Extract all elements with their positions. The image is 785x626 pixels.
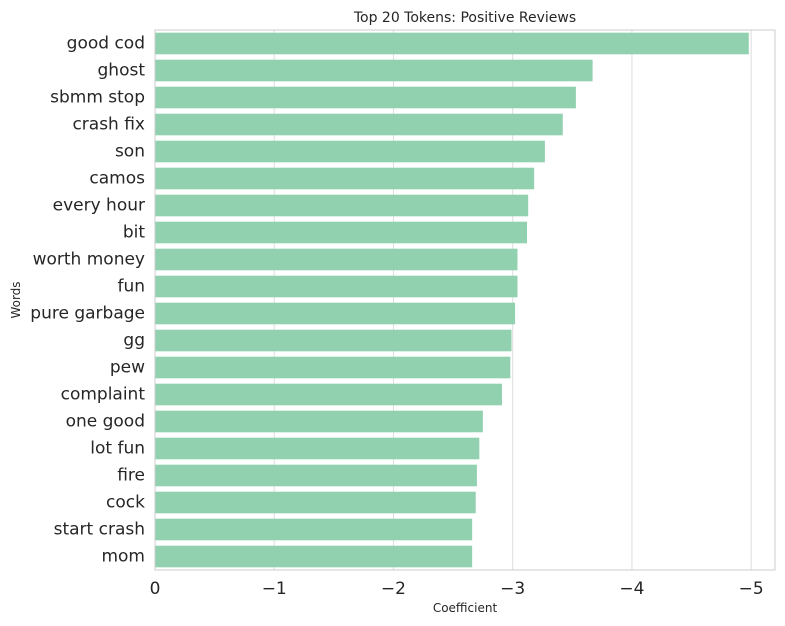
bar [155,275,518,298]
chart-title: Top 20 Tokens: Positive Reviews [353,10,576,26]
y-tick-label: lot fun [90,439,145,459]
x-tick-label: −5 [739,579,764,599]
bar [155,356,511,379]
bar [155,302,516,325]
y-tick-label: sbmm stop [50,88,145,108]
x-tick-label: −3 [500,579,525,599]
x-tick-labels: 0 −1 −2 −3 −4 −5 [150,579,764,599]
y-tick-label: every hour [53,196,145,216]
y-tick-label: fun [117,277,145,297]
bar [155,167,535,190]
bar [155,491,476,514]
bar [155,383,502,406]
y-tick-label: bit [123,223,146,243]
plot-frame [154,29,776,571]
bar [155,59,593,82]
bar [155,194,529,217]
y-tick-label: pew [110,358,145,378]
x-tick-label: −4 [619,579,644,599]
bar [155,437,480,460]
y-tick-label: camos [89,169,145,189]
bar [155,518,473,541]
y-tick-label: crash fix [72,115,145,135]
bar [155,140,545,163]
grid-lines [154,30,752,570]
y-tick-label: fire [117,466,145,486]
y-tick-label: one good [66,412,145,432]
y-tick-label: pure garbage [30,304,145,324]
y-axis-label: Words [9,281,23,318]
y-tick-label: worth money [33,250,145,270]
bar [155,545,473,568]
x-tick-label: −2 [381,579,406,599]
y-tick-label: good cod [67,34,145,54]
bar [155,464,477,487]
bar [155,248,518,271]
bar [155,329,512,352]
y-tick-labels: good cod ghost sbmm stop crash fix son camos e… [30,34,145,567]
y-tick-label: start crash [54,520,145,540]
y-tick-label: gg [123,331,145,351]
bar [155,32,749,55]
bar [155,113,563,136]
y-tick-label: ghost [98,61,146,81]
y-tick-label: complaint [61,385,146,405]
y-tick-label: cock [106,493,145,513]
x-tick-label: −1 [262,579,287,599]
bar [155,86,576,109]
x-axis-label: Coefficient [433,601,498,615]
y-tick-label: mom [101,547,145,567]
x-tick-label: 0 [150,579,161,599]
y-tick-label: son [115,142,145,162]
bar [155,410,483,433]
bars [155,32,749,568]
bar [155,221,527,244]
